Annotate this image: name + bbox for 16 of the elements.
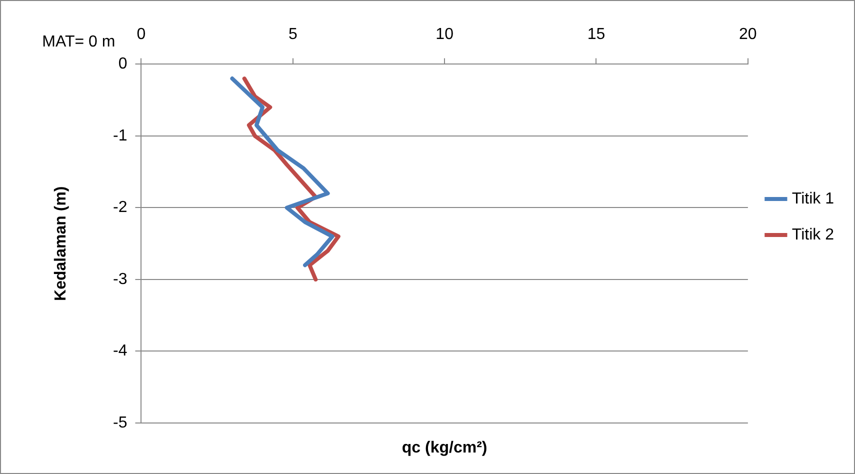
y-axis-title: Kedalaman (m) xyxy=(52,186,70,301)
legend-label: Titik 2 xyxy=(792,226,834,244)
text: MAT= 0 m xyxy=(42,34,116,51)
y-tick-label: -5 xyxy=(112,414,128,432)
x-tick-label: 15 xyxy=(587,26,606,44)
y-tick-label: -1 xyxy=(112,127,128,144)
x-axis-title: qc (kg/cm²) xyxy=(402,439,488,456)
x-tick-label: 10 xyxy=(436,26,454,44)
x-tick-label: 5 xyxy=(288,26,298,44)
y-tick-label: -2 xyxy=(112,199,128,216)
y-tick-label: -3 xyxy=(112,270,128,288)
x-tick-label: 0 xyxy=(136,26,146,44)
legend-label: Titik 1 xyxy=(792,190,834,208)
y-tick-label: -4 xyxy=(112,342,128,360)
x-tick-label: 20 xyxy=(739,26,757,44)
y-tick-label: 0 xyxy=(118,56,128,73)
